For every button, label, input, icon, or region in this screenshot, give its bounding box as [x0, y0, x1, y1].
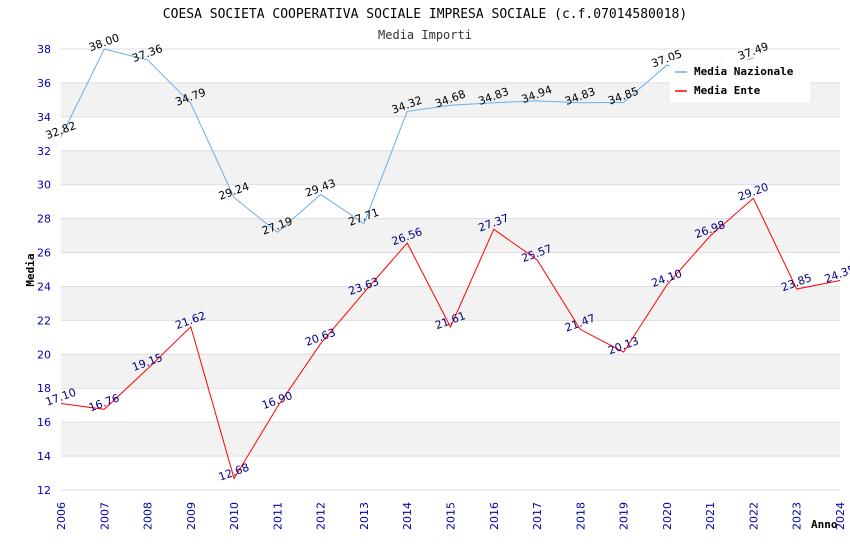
- x-tick-label: 2009: [185, 502, 198, 530]
- y-tick-label: 28: [37, 213, 51, 226]
- chart-title: COESA SOCIETA COOPERATIVA SOCIALE IMPRES…: [163, 7, 687, 22]
- x-tick-label: 2011: [271, 502, 284, 530]
- background-band: [61, 286, 840, 321]
- x-tick-label: 2012: [315, 502, 328, 530]
- background-band: [61, 388, 840, 423]
- x-tick-label: 2021: [704, 502, 717, 530]
- y-tick-label: 24: [37, 280, 51, 293]
- y-tick-label: 18: [37, 382, 51, 395]
- gridlines: [61, 48, 840, 491]
- x-axis-ticks: 2006 2007 2008 2009 2010 2011 2012 2013 2014 2015…: [55, 502, 847, 530]
- x-tick-label: 2022: [747, 502, 760, 530]
- x-tick-label: 2010: [228, 502, 241, 530]
- y-tick-label: 38: [37, 43, 51, 56]
- background-band: [61, 252, 840, 287]
- y-tick-label: 16: [37, 416, 51, 429]
- background-band: [61, 456, 840, 490]
- y-axis-ticks: 12 14 16 18 20 22 24 26 28 30 32 34 36 38: [37, 43, 51, 497]
- y-tick-label: 34: [37, 111, 51, 124]
- background-band: [61, 184, 840, 219]
- background-band: [61, 354, 840, 389]
- x-tick-label: 2007: [98, 502, 111, 530]
- x-tick-label: 2017: [531, 502, 544, 530]
- series-lines: [60, 48, 841, 480]
- x-tick-label: 2006: [55, 502, 68, 530]
- x-tick-label: 2024: [834, 502, 847, 530]
- background-band: [61, 116, 840, 151]
- y-tick-label: 32: [37, 145, 51, 158]
- y-axis-title: Media: [24, 253, 37, 286]
- y-tick-label: 30: [37, 179, 51, 192]
- x-tick-label: 2015: [445, 502, 458, 530]
- y-tick-label: 22: [37, 314, 51, 327]
- y-tick-label: 12: [37, 484, 51, 497]
- legend: Media Nazionale Media Ente: [670, 60, 810, 102]
- x-tick-label: 2016: [488, 502, 501, 530]
- legend-box: [670, 60, 810, 102]
- background-band: [61, 422, 840, 457]
- x-tick-label: 2013: [358, 502, 371, 530]
- y-tick-label: 14: [37, 450, 51, 463]
- x-tick-label: 2019: [618, 502, 631, 530]
- x-tick-label: 2018: [574, 502, 587, 530]
- chart-subtitle: Media Importi: [378, 28, 472, 42]
- y-tick-label: 36: [37, 77, 51, 90]
- series-line-1: [60, 197, 841, 480]
- x-tick-label: 2008: [142, 502, 155, 530]
- y-tick-label: 20: [37, 348, 51, 361]
- background-band: [61, 150, 840, 185]
- legend-label: Media Nazionale: [694, 65, 794, 78]
- x-tick-label: 2023: [791, 502, 804, 530]
- x-axis-title: Anno: [811, 518, 838, 531]
- background-bands: [61, 49, 840, 490]
- series-line-0: [60, 48, 754, 234]
- legend-label: Media Ente: [694, 84, 761, 97]
- x-tick-label: 2020: [661, 502, 674, 530]
- x-tick-label: 2014: [401, 502, 414, 530]
- y-tick-label: 26: [37, 247, 51, 260]
